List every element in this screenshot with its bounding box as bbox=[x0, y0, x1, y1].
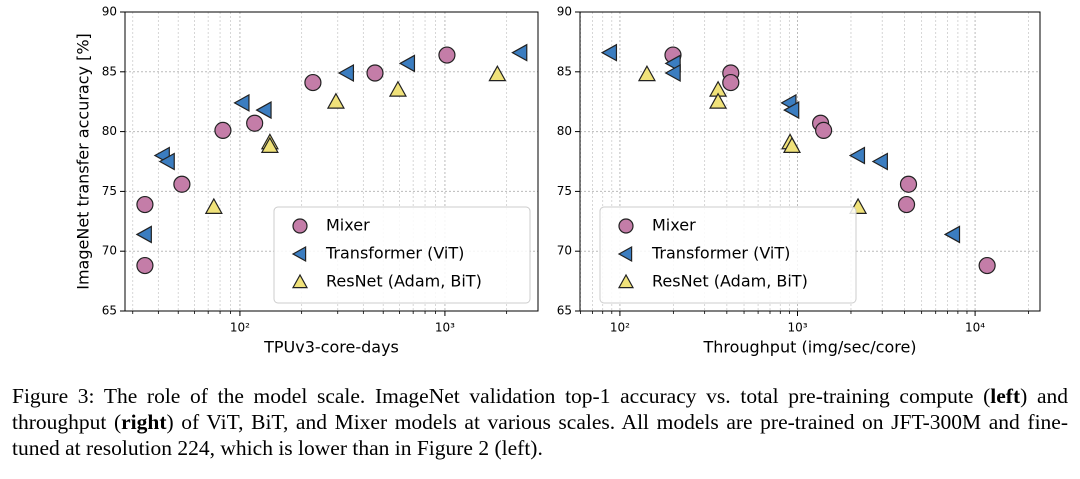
legend-marker bbox=[618, 218, 634, 234]
y-tick-label: 70 bbox=[557, 244, 572, 258]
point bbox=[214, 121, 232, 140]
caption-bold: right bbox=[121, 410, 167, 434]
point bbox=[136, 195, 154, 214]
legend-marker bbox=[291, 245, 307, 263]
legend-label: Mixer bbox=[326, 216, 370, 235]
point bbox=[782, 136, 802, 153]
y-axis-label: ImageNet transfer accuracy [%] bbox=[74, 33, 93, 290]
point bbox=[388, 80, 407, 97]
point bbox=[600, 43, 618, 62]
legend-label: Transformer (ViT) bbox=[651, 244, 790, 263]
caption-text: ) and throughput ( bbox=[12, 384, 1068, 434]
legend-label: ResNet (Adam, BiT) bbox=[652, 272, 808, 291]
plot-frame bbox=[124, 11, 539, 312]
legend-marker bbox=[292, 218, 308, 234]
point bbox=[709, 92, 728, 109]
point bbox=[255, 101, 272, 120]
legend-marker bbox=[291, 273, 309, 289]
y-tick-label: 80 bbox=[102, 124, 117, 138]
x-tick-label: 10³ bbox=[435, 321, 455, 335]
y-tick-label: 90 bbox=[102, 5, 117, 19]
point bbox=[664, 63, 681, 83]
caption-text: Figure 3: The role of the model scale. I… bbox=[12, 384, 991, 408]
point bbox=[233, 93, 250, 112]
y-tick-label: 65 bbox=[102, 304, 117, 318]
point bbox=[136, 256, 154, 275]
caption: Figure 3: The role of the model scale. I… bbox=[12, 383, 1068, 461]
point bbox=[722, 73, 740, 92]
legend-box bbox=[273, 206, 531, 304]
x-tick-label: 10² bbox=[610, 321, 630, 335]
y-tick-label: 75 bbox=[557, 184, 572, 198]
x-tick-label: 10² bbox=[230, 321, 250, 335]
point bbox=[848, 146, 866, 165]
legend-box bbox=[599, 206, 857, 304]
legend-marker bbox=[617, 273, 635, 289]
point bbox=[326, 92, 345, 109]
point bbox=[815, 121, 833, 140]
point bbox=[304, 73, 322, 92]
caption-text: ) of ViT, BiT, and Mixer models at vario… bbox=[12, 410, 1068, 460]
y-tick-label: 70 bbox=[102, 244, 117, 258]
point bbox=[246, 114, 264, 132]
caption-bold: left bbox=[990, 384, 1021, 408]
point bbox=[871, 152, 888, 171]
x-tick-label: 10³ bbox=[787, 321, 807, 335]
point bbox=[135, 225, 152, 244]
point bbox=[783, 101, 800, 120]
legend-label: ResNet (Adam, BiT) bbox=[326, 272, 482, 291]
figure: 10² 10³ 65 70 75 80 85 90 TPUv3-core-days ImageNe… bbox=[74, 5, 1041, 357]
y-tick-label: 85 bbox=[557, 64, 572, 78]
point bbox=[511, 43, 528, 62]
point bbox=[158, 152, 175, 171]
point bbox=[337, 63, 355, 83]
x-axis-label: TPUv3-core-days bbox=[263, 338, 399, 357]
y-tick-label: 75 bbox=[102, 184, 117, 198]
point bbox=[897, 195, 916, 214]
y-tick-label: 85 bbox=[102, 64, 117, 78]
point bbox=[173, 175, 191, 193]
point bbox=[943, 225, 961, 244]
x-axis-label: Throughput (img/sec/core) bbox=[702, 338, 916, 357]
point bbox=[204, 197, 223, 214]
point bbox=[366, 64, 384, 82]
point bbox=[438, 46, 456, 64]
legend-label: Mixer bbox=[652, 216, 696, 235]
legend-label: Transformer (ViT) bbox=[325, 244, 464, 263]
y-tick-label: 80 bbox=[557, 124, 572, 138]
y-tick-label: 65 bbox=[557, 304, 572, 318]
point bbox=[637, 64, 656, 82]
point bbox=[899, 175, 918, 193]
point bbox=[398, 54, 416, 73]
point bbox=[978, 256, 996, 275]
point bbox=[488, 64, 507, 82]
y-tick-label: 90 bbox=[557, 5, 572, 19]
legend-marker bbox=[617, 245, 633, 263]
plot-frame bbox=[579, 11, 1041, 312]
point bbox=[260, 136, 279, 153]
x-tick-label: 10⁴ bbox=[965, 321, 985, 335]
